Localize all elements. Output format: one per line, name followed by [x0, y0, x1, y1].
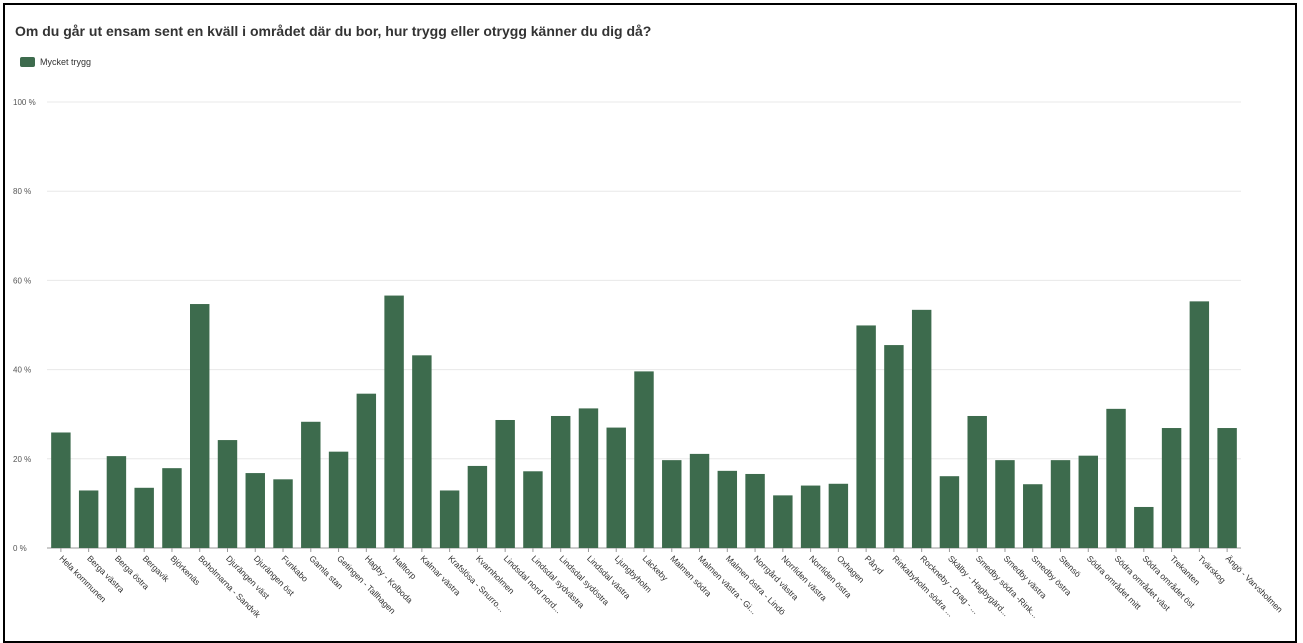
bar-29: [828, 483, 849, 548]
bar-15: [439, 490, 460, 548]
bar-22: [634, 371, 654, 548]
bar-10: [301, 421, 321, 548]
bar-18: [523, 471, 543, 548]
bar-17: [495, 419, 515, 548]
x-tick-label-37: Stensö: [1057, 553, 1083, 579]
bar-33: [939, 476, 960, 548]
bar-24: [689, 453, 710, 548]
bar-36: [1023, 484, 1043, 548]
chart-frame: Om du går ut ensam sent en kväll i områd…: [3, 3, 1297, 643]
x-tick-label-12: Hagby - Kolboda: [363, 553, 415, 605]
bar-11: [328, 451, 349, 548]
bar-34: [967, 415, 987, 548]
bar-2: [78, 490, 99, 548]
bar-41: [1161, 428, 1182, 548]
legend[interactable]: Mycket trygg: [20, 57, 91, 67]
bar-27: [773, 495, 793, 548]
bar-7: [217, 440, 238, 548]
bar-chart: 0 %20 %40 %60 %80 %100 %Hela kommunenBer…: [13, 98, 1285, 620]
bar-26: [745, 473, 765, 548]
bar-3: [106, 456, 127, 548]
bar-4: [134, 487, 154, 548]
bar-12: [356, 393, 377, 548]
bar-9: [273, 479, 293, 548]
bar-19: [550, 415, 571, 548]
y-tick-label-0: 0 %: [13, 544, 27, 553]
bar-13: [384, 295, 404, 548]
bar-21: [606, 427, 626, 548]
y-tick-label-80: 80 %: [13, 187, 31, 196]
y-tick-label-60: 60 %: [13, 276, 31, 285]
bar-35: [995, 460, 1015, 548]
bar-1: [51, 432, 71, 548]
x-tick-label-43: Ängö - Varvsholmen: [1224, 553, 1285, 614]
bar-30: [856, 325, 876, 548]
bar-23: [662, 460, 682, 548]
bar-14: [412, 355, 432, 548]
bar-31: [884, 345, 904, 548]
x-tick-label-19: Lindsdal sydöstra: [557, 553, 611, 607]
bar-8: [245, 473, 265, 548]
bar-42: [1189, 301, 1210, 548]
bar-28: [800, 485, 821, 548]
chart-title: Om du går ut ensam sent en kväll i områd…: [15, 23, 652, 39]
legend-swatch: [20, 57, 35, 67]
bar-20: [578, 408, 599, 548]
bar-40: [1134, 506, 1154, 548]
y-tick-label-100: 100 %: [13, 98, 36, 107]
legend-label-mycket-trygg: Mycket trygg: [40, 57, 92, 67]
y-tick-label-40: 40 %: [13, 366, 31, 375]
bar-5: [162, 468, 182, 548]
bar-6: [190, 304, 210, 548]
bar-38: [1078, 455, 1098, 548]
bar-39: [1106, 408, 1126, 548]
x-tick-label-38: Södra området mitt: [1085, 553, 1144, 612]
bar-16: [467, 465, 488, 548]
x-tick-label-30: Påryd: [863, 553, 886, 576]
bar-25: [717, 470, 738, 548]
y-tick-label-20: 20 %: [13, 455, 31, 464]
bar-32: [911, 309, 932, 548]
bar-37: [1050, 460, 1071, 548]
bar-43: [1217, 428, 1237, 548]
